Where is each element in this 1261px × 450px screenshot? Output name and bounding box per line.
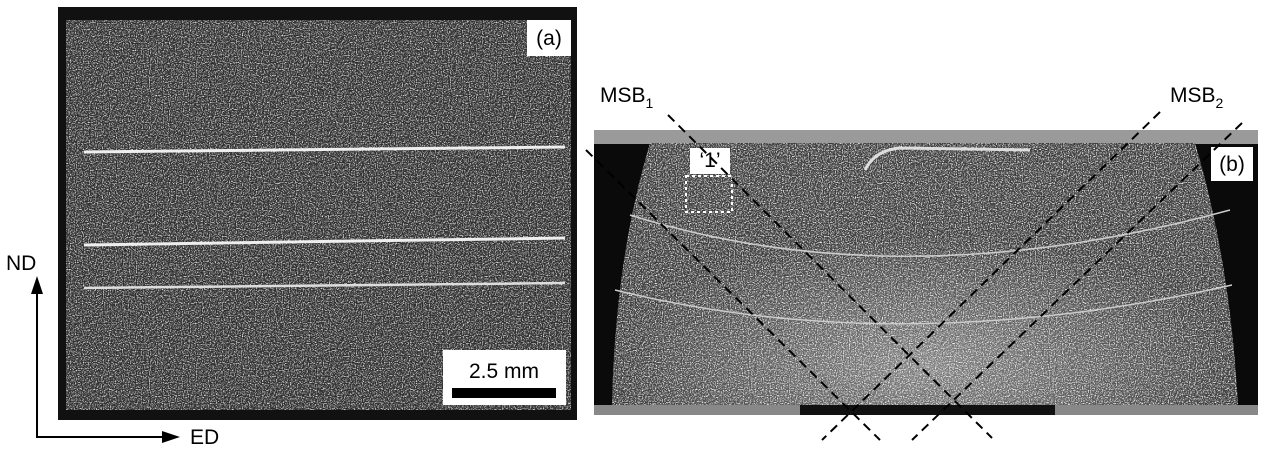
inclusion-line — [83, 236, 566, 247]
flow-line — [629, 209, 1231, 258]
band-name: MSB — [1170, 84, 1216, 107]
label-bg — [1211, 147, 1253, 181]
region-box — [685, 175, 733, 213]
msb1-line — [585, 149, 881, 441]
bottom-shadow — [800, 405, 1055, 415]
panel-label: (b) — [1219, 153, 1245, 176]
band-lines — [585, 111, 1243, 441]
crack — [863, 146, 1031, 171]
band-name: MSB — [600, 84, 646, 107]
msb1-line — [667, 114, 993, 439]
flow-line — [614, 284, 1233, 325]
shear-glow — [612, 143, 1238, 405]
scale-bar — [452, 388, 556, 398]
inclusion-line — [83, 281, 566, 290]
panel-label: (a) — [536, 27, 562, 50]
msb2-line — [911, 122, 1243, 441]
axis-label: ED — [190, 426, 219, 449]
specimen-a-texture — [66, 20, 571, 410]
scale-bar-label: 2.5 mm — [469, 360, 539, 383]
arrow-head — [31, 276, 43, 294]
arrow-head — [162, 431, 180, 443]
label-bg — [527, 20, 571, 56]
band-subscript: 2 — [1216, 95, 1224, 111]
band-label: MSB1 — [600, 84, 654, 111]
band-subscript: 1 — [646, 95, 654, 111]
panel-b: (b) ‘1’ — [594, 130, 1258, 415]
axis-label: ND — [6, 252, 36, 275]
inclusion-line — [83, 145, 566, 154]
msb2-line — [821, 111, 1161, 441]
top-edge — [594, 130, 1258, 144]
panel-a: (a) 2.5 mm — [58, 7, 577, 420]
region-label: ‘1’ — [699, 149, 720, 172]
band-label: MSB2 — [1170, 84, 1224, 111]
direction-axes: ND ED — [6, 252, 219, 449]
